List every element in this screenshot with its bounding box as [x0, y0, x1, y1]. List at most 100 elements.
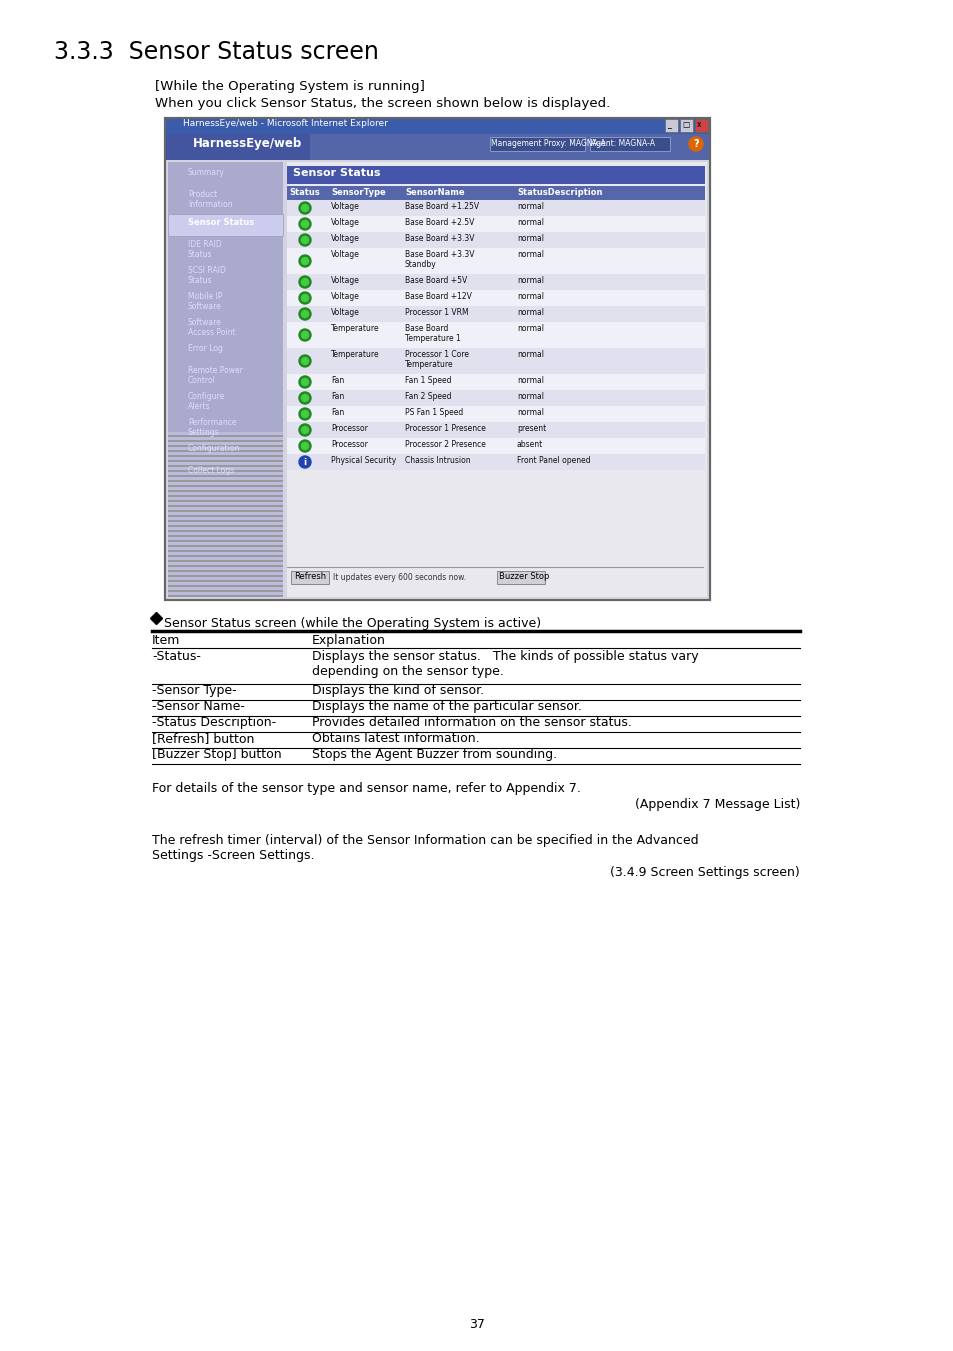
Text: 3.3.3  Sensor Status screen: 3.3.3 Sensor Status screen [54, 41, 378, 63]
Text: Obtains latest information.: Obtains latest information. [312, 732, 479, 744]
Text: Processor 1 Presence: Processor 1 Presence [405, 424, 485, 434]
Text: normal: normal [517, 234, 543, 243]
Text: -Sensor Name-: -Sensor Name- [152, 700, 245, 713]
Circle shape [298, 203, 311, 213]
Bar [168, 589, 283, 592]
Bar [287, 438, 704, 454]
Text: -Status Description-: -Status Description- [152, 716, 275, 730]
Bar [168, 521, 283, 524]
Text: 37: 37 [469, 1319, 484, 1331]
Text: Fan 2 Speed: Fan 2 Speed [405, 392, 451, 401]
Bar [168, 467, 283, 470]
Text: Mobile IP
Software: Mobile IP Software [188, 292, 222, 311]
Bar [168, 497, 283, 500]
Bar [287, 162, 706, 597]
Text: normal: normal [517, 308, 543, 317]
Circle shape [301, 236, 308, 243]
Bar [287, 454, 704, 470]
Bar [168, 507, 283, 509]
Bar [287, 232, 704, 249]
Circle shape [301, 411, 308, 417]
Circle shape [301, 358, 308, 365]
Text: Software
Access Point: Software Access Point [188, 317, 235, 338]
Text: normal: normal [517, 276, 543, 285]
Circle shape [298, 218, 311, 230]
Circle shape [688, 136, 702, 151]
Bar [168, 557, 283, 559]
Bar [287, 249, 704, 274]
Text: Refresh: Refresh [294, 571, 326, 581]
Text: [Buzzer Stop] button: [Buzzer Stop] button [152, 748, 281, 761]
Text: Physical Security: Physical Security [331, 457, 395, 465]
Text: HarnessEye/web: HarnessEye/web [193, 136, 302, 150]
Circle shape [298, 276, 311, 288]
Bar [589, 136, 669, 151]
Text: Voltage: Voltage [331, 308, 359, 317]
Text: i: i [303, 458, 306, 467]
Text: Voltage: Voltage [331, 276, 359, 285]
Text: Remote Power
Control: Remote Power Control [188, 366, 243, 385]
Circle shape [298, 376, 311, 388]
Circle shape [298, 234, 311, 246]
Bar [168, 450, 283, 453]
Bar [168, 504, 283, 507]
Text: [While the Operating System is running]: [While the Operating System is running] [154, 80, 424, 93]
Bar [168, 567, 283, 570]
Text: Base Board +5V: Base Board +5V [405, 276, 467, 285]
Bar [165, 134, 310, 159]
Text: Base Board +2.5V: Base Board +2.5V [405, 218, 474, 227]
Bar [287, 322, 704, 349]
Bar [168, 559, 283, 562]
Bar [168, 439, 283, 442]
Bar [168, 520, 283, 521]
Bar [168, 577, 283, 580]
Bar [165, 118, 709, 134]
Bar [165, 134, 709, 159]
Text: Buzzer Stop: Buzzer Stop [498, 571, 549, 581]
Text: Sensor Status: Sensor Status [188, 218, 254, 227]
Circle shape [301, 378, 308, 385]
Bar [168, 465, 283, 467]
Bar [287, 422, 704, 438]
Bar [168, 580, 283, 582]
Bar [168, 536, 283, 539]
Bar [168, 562, 283, 565]
Bar [168, 492, 283, 494]
Circle shape [298, 457, 311, 467]
Text: Base Board +3.3V
Standby: Base Board +3.3V Standby [405, 250, 474, 269]
Bar [168, 586, 283, 589]
Text: Voltage: Voltage [331, 218, 359, 227]
Text: SensorType: SensorType [331, 188, 385, 197]
Bar [168, 517, 283, 520]
Text: Sensor Status: Sensor Status [293, 168, 380, 178]
Bar [168, 532, 283, 535]
Bar [168, 553, 283, 554]
Text: -Status-: -Status- [152, 650, 201, 663]
Text: Displays the name of the particular sensor.: Displays the name of the particular sens… [312, 700, 581, 713]
Text: _: _ [666, 120, 670, 128]
Text: Processor 1 Core
Temperature: Processor 1 Core Temperature [405, 350, 469, 369]
Circle shape [301, 220, 308, 227]
Text: normal: normal [517, 203, 543, 211]
Circle shape [298, 255, 311, 267]
Bar [287, 186, 704, 200]
Bar [168, 453, 283, 454]
Bar [168, 444, 283, 447]
Text: It updates every 600 seconds now.: It updates every 600 seconds now. [333, 573, 465, 582]
Text: Explanation: Explanation [312, 634, 385, 647]
Circle shape [301, 443, 308, 450]
Text: Base Board +12V: Base Board +12V [405, 292, 472, 301]
Text: For details of the sensor type and sensor name, refer to Appendix 7.: For details of the sensor type and senso… [152, 782, 580, 794]
Bar [287, 470, 704, 597]
Bar [168, 477, 283, 480]
Text: present: present [517, 424, 546, 434]
Text: Voltage: Voltage [331, 250, 359, 259]
Bar [168, 574, 283, 577]
Text: [Refresh] button: [Refresh] button [152, 732, 254, 744]
Text: ?: ? [692, 139, 698, 149]
Text: StatusDescription: StatusDescription [517, 188, 602, 197]
Bar [168, 494, 283, 497]
Text: When you click Sensor Status, the screen shown below is displayed.: When you click Sensor Status, the screen… [154, 97, 610, 109]
Text: Sensor Status screen (while the Operating System is active): Sensor Status screen (while the Operatin… [164, 617, 540, 630]
Circle shape [301, 394, 308, 401]
